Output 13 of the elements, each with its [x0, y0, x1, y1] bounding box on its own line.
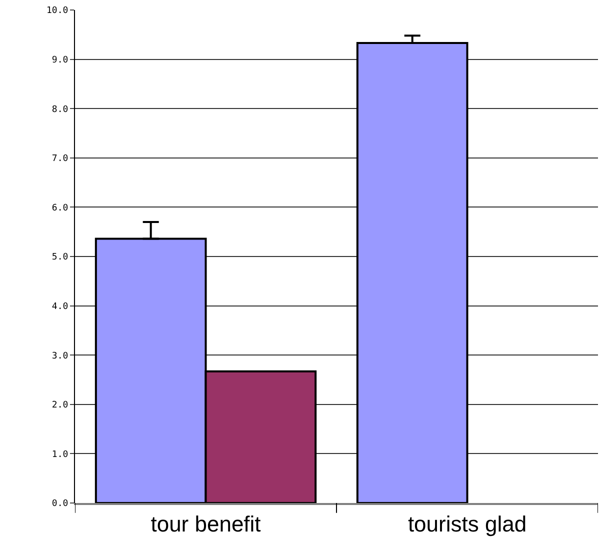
- y-tick-label: 4.0: [52, 302, 68, 312]
- x-tick-label: tourists glad: [408, 511, 527, 536]
- y-tick-label: 1.0: [52, 450, 68, 460]
- y-tick-label: 5.0: [52, 252, 68, 263]
- y-tick-label: 9.0: [52, 55, 68, 66]
- y-tick-label: 3.0: [52, 351, 68, 362]
- y-tick-label: 10.0: [46, 6, 68, 16]
- y-tick-label: 7.0: [52, 154, 68, 164]
- x-tick-label: tour benefit: [150, 511, 261, 536]
- y-tick-label: 2.0: [52, 400, 68, 411]
- y-tick-label: 0.0: [52, 499, 68, 510]
- y-tick-label: 8.0: [52, 104, 68, 115]
- y-tick-label: 6.0: [52, 203, 68, 214]
